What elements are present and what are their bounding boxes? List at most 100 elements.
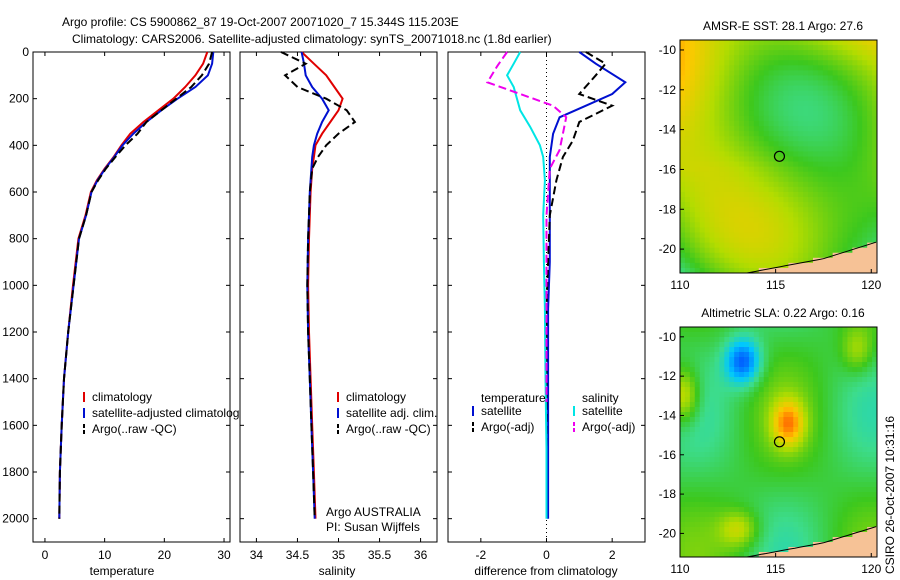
heatmap-cell xyxy=(832,65,838,71)
heatmap-cell xyxy=(724,522,730,528)
heatmap-cell xyxy=(857,447,863,453)
heatmap-cell xyxy=(852,166,858,173)
heatmap-cell xyxy=(827,161,834,168)
heatmap-cell xyxy=(684,121,691,127)
heatmap-cell xyxy=(783,342,789,348)
heatmap-cell xyxy=(709,232,715,238)
heatmap-cell xyxy=(872,357,878,363)
land-cell xyxy=(842,537,848,543)
heatmap-cell xyxy=(812,452,819,458)
heatmap-cell xyxy=(734,100,740,107)
heatmap-cell xyxy=(847,136,853,142)
heatmap-cell xyxy=(763,537,770,543)
heatmap-cell xyxy=(704,407,710,413)
heatmap-cell xyxy=(768,156,774,162)
heatmap-cell xyxy=(832,100,838,107)
heatmap-cell xyxy=(744,492,750,498)
heatmap-cell xyxy=(739,402,745,408)
heatmap-cell xyxy=(684,217,691,223)
heatmap-cell xyxy=(783,136,789,142)
heatmap-cell xyxy=(822,332,829,338)
heatmap-cell xyxy=(837,115,843,122)
land-cell xyxy=(872,242,878,249)
heatmap-cell xyxy=(753,522,760,528)
heatmap-cell xyxy=(719,232,725,238)
heatmap-cell xyxy=(812,141,819,147)
heatmap-cell xyxy=(827,105,834,112)
heatmap-cell xyxy=(783,507,789,513)
heatmap-cell xyxy=(842,477,848,483)
heatmap-cell xyxy=(798,207,804,213)
heatmap-cell xyxy=(817,367,824,373)
land-cell xyxy=(867,257,873,264)
sst-map-title: AMSR-E SST: 28.1 Argo: 27.6 xyxy=(703,19,863,33)
heatmap-cell xyxy=(773,85,779,92)
heatmap-cell xyxy=(842,392,848,398)
heatmap-cell xyxy=(729,522,735,528)
heatmap-cell xyxy=(689,392,696,398)
heatmap-cell xyxy=(862,472,868,478)
heatmap-cell xyxy=(714,55,720,61)
heatmap-cell xyxy=(842,352,848,358)
land-cell xyxy=(842,252,848,259)
heatmap-cell xyxy=(684,136,691,142)
heatmap-cell xyxy=(837,100,843,107)
heatmap-cell xyxy=(783,85,789,92)
heatmap-cell xyxy=(803,502,809,508)
heatmap-cell xyxy=(803,197,809,203)
heatmap-cell xyxy=(862,85,868,92)
heatmap-cell xyxy=(872,146,878,152)
heatmap-cell xyxy=(837,532,843,538)
heatmap-cell xyxy=(734,517,740,523)
heatmap-cell xyxy=(817,60,824,66)
heatmap-cell xyxy=(783,146,789,152)
heatmap-cell xyxy=(768,437,774,443)
heatmap-cell xyxy=(753,437,760,443)
heatmap-cell xyxy=(734,457,740,463)
heatmap-cell xyxy=(847,105,853,112)
heatmap-cell xyxy=(719,252,725,259)
heatmap-cell xyxy=(684,532,691,538)
heatmap-cell xyxy=(817,161,824,168)
heatmap-cell xyxy=(832,532,838,538)
heatmap-cell xyxy=(862,121,868,127)
heatmap-cell xyxy=(798,527,804,533)
heatmap-cell xyxy=(739,70,745,76)
heatmap-cell xyxy=(812,136,819,142)
heatmap-cell xyxy=(812,151,819,157)
heatmap-cell xyxy=(763,412,770,418)
heatmap-cell xyxy=(812,80,819,86)
heatmap-cell xyxy=(852,437,858,443)
heatmap-cell xyxy=(719,212,725,218)
heatmap-cell xyxy=(724,382,730,388)
heatmap-cell xyxy=(837,217,843,223)
heatmap-cell xyxy=(680,492,686,498)
heatmap-cell xyxy=(729,402,735,408)
heatmap-cell xyxy=(744,547,750,553)
land-cell xyxy=(837,537,843,543)
heatmap-cell xyxy=(832,332,838,338)
heatmap-cell xyxy=(867,477,873,483)
heatmap-cell xyxy=(724,222,730,228)
heatmap-cell xyxy=(763,156,770,162)
heatmap-cell xyxy=(827,367,834,373)
heatmap-cell xyxy=(852,131,858,137)
land-cell xyxy=(822,547,829,553)
heatmap-cell xyxy=(699,131,706,137)
heatmap-cell xyxy=(867,55,873,61)
heatmap-cell xyxy=(748,237,755,244)
heatmap-cell xyxy=(788,242,794,249)
heatmap-cell xyxy=(724,352,730,358)
heatmap-cell xyxy=(694,65,701,71)
heatmap-cell xyxy=(744,532,750,538)
heatmap-cell xyxy=(753,492,760,498)
heatmap-cell xyxy=(788,347,794,353)
legend-label-sal-argo: Argo(-adj) xyxy=(582,420,635,434)
legend-title-salinity: salinity xyxy=(582,391,619,405)
heatmap-cell xyxy=(822,252,829,259)
heatmap-cell xyxy=(783,90,789,97)
heatmap-cell xyxy=(689,156,696,162)
heatmap-cell xyxy=(847,227,853,233)
heatmap-cell xyxy=(778,507,784,513)
temperature-xlabel: temperature xyxy=(90,564,155,578)
